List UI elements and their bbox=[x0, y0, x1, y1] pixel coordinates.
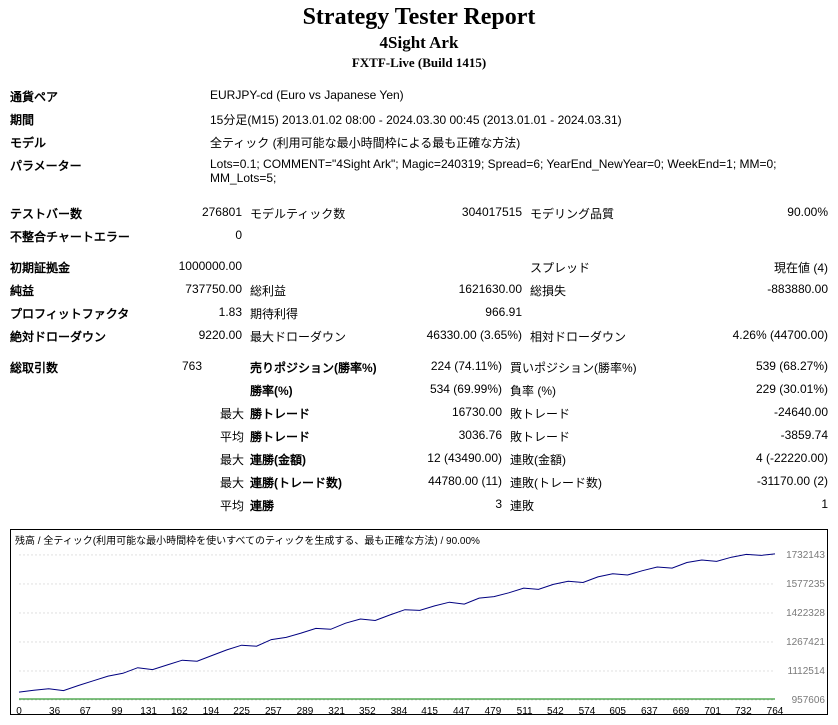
svg-text:669: 669 bbox=[673, 706, 690, 716]
period-value: 15分足(M15) 2013.01.02 08:00 - 2024.03.30 … bbox=[210, 108, 828, 131]
svg-text:36: 36 bbox=[49, 706, 61, 716]
svg-text:701: 701 bbox=[704, 706, 721, 716]
svg-text:764: 764 bbox=[767, 706, 784, 716]
svg-text:415: 415 bbox=[421, 706, 438, 716]
svg-text:574: 574 bbox=[579, 706, 596, 716]
report-server: FXTF-Live (Build 1415) bbox=[10, 55, 828, 71]
svg-text:637: 637 bbox=[641, 706, 658, 716]
svg-text:1112514: 1112514 bbox=[788, 666, 826, 677]
svg-text:732: 732 bbox=[735, 706, 752, 716]
chart-title: 残高 / 全ティック(利用可能な最小時間枠を使いすべてのティックを生成する、最も… bbox=[15, 532, 480, 547]
svg-text:289: 289 bbox=[297, 706, 314, 716]
svg-text:447: 447 bbox=[453, 706, 470, 716]
svg-text:67: 67 bbox=[80, 706, 92, 716]
svg-text:225: 225 bbox=[233, 706, 250, 716]
model-label: モデル bbox=[10, 131, 210, 154]
svg-text:1577235: 1577235 bbox=[786, 579, 825, 590]
svg-text:162: 162 bbox=[171, 706, 188, 716]
balance-chart-svg: 957606 1112514 1267421 1422328 1577235 173214… bbox=[11, 530, 829, 716]
parameters-label: パラメーター bbox=[10, 154, 210, 188]
report-title: Strategy Tester Report bbox=[10, 4, 828, 31]
model-value: 全ティック (利用可能な最小時間枠による最も正確な方法) bbox=[210, 131, 828, 154]
balance-chart: 残高 / 全ティック(利用可能な最小時間枠を使いすべてのティックを生成する、最も… bbox=[10, 529, 828, 715]
svg-text:1732143: 1732143 bbox=[786, 550, 825, 561]
svg-text:479: 479 bbox=[485, 706, 502, 716]
svg-text:1422328: 1422328 bbox=[786, 608, 825, 619]
svg-text:352: 352 bbox=[359, 706, 376, 716]
svg-text:99: 99 bbox=[111, 706, 123, 716]
symbol-label: 通貨ペア bbox=[10, 85, 210, 108]
svg-text:1267421: 1267421 bbox=[786, 637, 825, 648]
svg-text:194: 194 bbox=[203, 706, 220, 716]
svg-text:131: 131 bbox=[140, 706, 157, 716]
symbol-value: EURJPY-cd (Euro vs Japanese Yen) bbox=[210, 85, 828, 108]
parameters-value: Lots=0.1; COMMENT="4Sight Ark"; Magic=24… bbox=[210, 154, 828, 188]
parameters-table: 通貨ペアEURJPY-cd (Euro vs Japanese Yen) 期間1… bbox=[10, 85, 828, 188]
stats-table-b: 初期証拠金1000000.00スプレッド現在値 (4)純益737750.00総利… bbox=[10, 256, 828, 348]
svg-text:957606: 957606 bbox=[792, 695, 826, 706]
stats-table-a: テストバー数276801モデルティック数304017515モデリング品質90.0… bbox=[10, 202, 828, 248]
svg-text:321: 321 bbox=[328, 706, 345, 716]
svg-text:384: 384 bbox=[391, 706, 408, 716]
period-label: 期間 bbox=[10, 108, 210, 131]
svg-text:257: 257 bbox=[265, 706, 282, 716]
stats-table-c: 総取引数763売りポジション(勝率%)224 (74.11%)買いポジション(勝… bbox=[10, 356, 828, 517]
report-subtitle: 4Sight Ark bbox=[10, 33, 828, 53]
svg-text:0: 0 bbox=[16, 706, 22, 716]
report-header: Strategy Tester Report 4Sight Ark FXTF-L… bbox=[10, 4, 828, 71]
svg-text:605: 605 bbox=[609, 706, 626, 716]
svg-text:542: 542 bbox=[547, 706, 564, 716]
svg-text:511: 511 bbox=[517, 706, 533, 716]
